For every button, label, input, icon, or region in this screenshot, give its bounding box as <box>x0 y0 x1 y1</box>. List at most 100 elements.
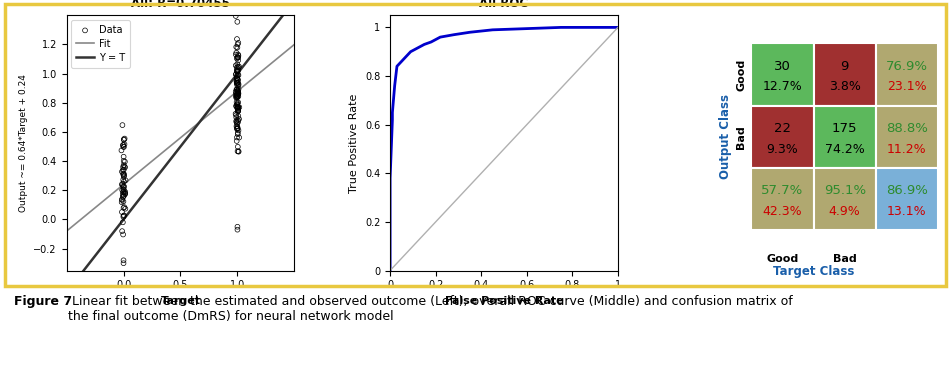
Data <box>115 231 130 237</box>
Text: 4.9%: 4.9% <box>829 205 861 218</box>
Data <box>230 51 245 58</box>
Data <box>115 187 130 193</box>
Text: 13.1%: 13.1% <box>887 205 927 218</box>
Data <box>230 105 245 111</box>
Data <box>231 82 246 88</box>
X-axis label: False Positive Rate: False Positive Rate <box>445 296 563 306</box>
Data <box>228 44 243 50</box>
Data <box>230 131 245 137</box>
Data <box>231 40 246 46</box>
Data <box>115 183 130 189</box>
Data <box>116 154 131 160</box>
Data <box>116 205 131 211</box>
Data <box>116 166 131 173</box>
Text: 76.9%: 76.9% <box>886 60 928 73</box>
Data <box>116 257 131 263</box>
Text: 175: 175 <box>832 122 858 135</box>
Data <box>230 99 245 105</box>
Data <box>229 68 244 74</box>
Data <box>228 111 243 117</box>
Bar <box>876 168 938 230</box>
Data <box>230 67 245 73</box>
Y-axis label: Output ~= 0.64*Target + 0.24: Output ~= 0.64*Target + 0.24 <box>19 74 28 212</box>
Data <box>114 196 129 202</box>
Data <box>117 189 132 195</box>
Title: All ROC: All ROC <box>479 0 529 10</box>
Data <box>115 122 130 128</box>
Data <box>228 50 243 56</box>
Text: Linear fit between the estimated and observed outcome (Left), overall ROC curve : Linear fit between the estimated and obs… <box>68 295 792 323</box>
Data <box>230 94 245 101</box>
Data <box>230 90 245 96</box>
Data <box>117 136 132 142</box>
Text: Target Class: Target Class <box>773 265 854 278</box>
Data <box>229 94 244 100</box>
Text: 95.1%: 95.1% <box>824 184 865 197</box>
Data <box>231 149 246 155</box>
Data <box>230 104 245 110</box>
Data <box>117 141 132 147</box>
Data <box>229 95 244 101</box>
Data <box>118 191 133 197</box>
Data <box>230 88 245 94</box>
Data <box>230 104 245 110</box>
Data <box>230 45 245 51</box>
Data <box>230 104 245 110</box>
Bar <box>751 168 813 230</box>
Data <box>228 71 243 77</box>
Data <box>230 100 245 106</box>
Data <box>229 86 244 92</box>
Data <box>116 171 131 178</box>
Data <box>229 120 244 126</box>
Data <box>229 86 244 93</box>
Text: 74.2%: 74.2% <box>825 142 864 155</box>
Data <box>231 113 246 119</box>
Data <box>229 93 244 99</box>
Data <box>230 75 245 81</box>
Text: Good: Good <box>767 254 799 264</box>
Data <box>229 76 244 82</box>
Data <box>229 68 244 74</box>
Data <box>230 54 245 61</box>
Text: 9: 9 <box>841 60 849 73</box>
Data <box>116 144 131 150</box>
Data <box>228 13 243 19</box>
Data <box>229 125 244 131</box>
Text: Bad: Bad <box>833 254 857 264</box>
Data <box>116 213 131 219</box>
Data <box>229 80 244 86</box>
Text: 11.2%: 11.2% <box>887 142 927 155</box>
Data <box>231 53 246 59</box>
Data <box>229 91 244 98</box>
Data <box>115 164 130 170</box>
Data <box>116 162 131 168</box>
Data <box>115 194 130 200</box>
Data <box>230 89 245 95</box>
Data <box>230 41 245 47</box>
Data <box>230 91 245 98</box>
Data <box>230 90 245 96</box>
Data <box>117 164 132 170</box>
Data <box>116 199 131 205</box>
Data <box>231 72 246 78</box>
Text: 42.3%: 42.3% <box>763 205 803 218</box>
Data <box>231 64 246 70</box>
Text: 88.8%: 88.8% <box>886 122 928 135</box>
Data <box>230 144 245 150</box>
Title: All: R=0.70455: All: R=0.70455 <box>131 0 230 10</box>
Data <box>229 65 244 71</box>
Data <box>116 144 131 150</box>
Data <box>229 134 244 141</box>
Text: 22: 22 <box>774 122 791 135</box>
Data <box>116 173 131 179</box>
Data <box>230 19 245 25</box>
Data <box>115 192 130 198</box>
Data <box>230 72 245 78</box>
Data <box>228 94 243 100</box>
Data <box>229 118 244 124</box>
Data <box>118 189 133 195</box>
Data <box>228 92 243 98</box>
Data <box>231 91 246 97</box>
Data <box>230 106 245 112</box>
Data <box>230 126 245 132</box>
